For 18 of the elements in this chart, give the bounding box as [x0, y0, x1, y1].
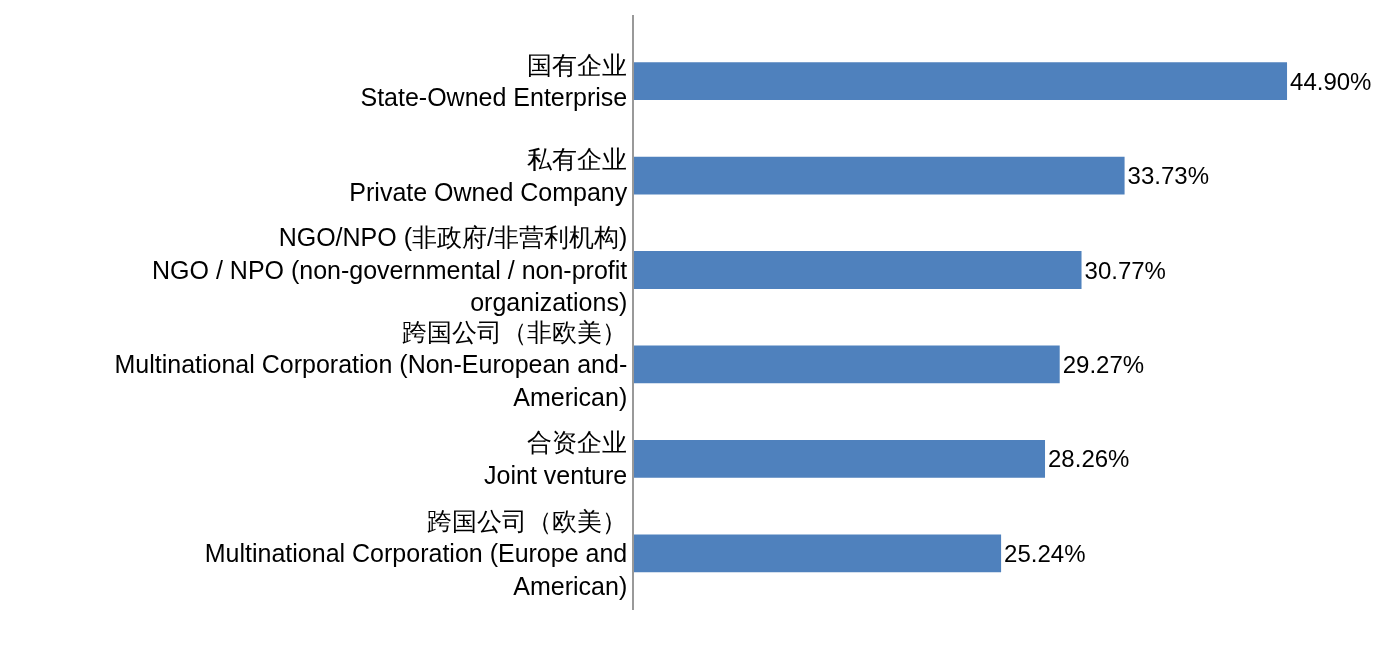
data-label: 44.90%	[1290, 67, 1372, 95]
bar	[634, 156, 1125, 195]
data-label: 25.24%	[1004, 539, 1086, 567]
data-label: 30.77%	[1084, 256, 1166, 284]
y-tick-label: 国有企业 State-Owned Enterprise	[360, 50, 628, 112]
bar	[634, 345, 1060, 384]
bar	[634, 534, 1002, 573]
y-tick-label: NGO/NPO (非政府/非营利机构) NGO / NPO (non-governmental / non-profit organizations)	[152, 223, 628, 317]
data-label: 29.27%	[1062, 350, 1145, 378]
y-tick-label: 跨国公司（非欧美） Multinational Corporation (Non-European and-American)	[114, 317, 628, 411]
y-tick-label: 私有企业 Private Owned Company	[349, 145, 628, 206]
bar	[634, 62, 1288, 100]
y-tick-label: 合资企业 Joint venture	[484, 428, 628, 489]
y-tick-label: 跨国公司（欧美） Multinational Corporation (Europe and American)	[204, 506, 628, 600]
bar	[634, 251, 1082, 289]
bar	[634, 440, 1046, 478]
data-label: 28.26%	[1048, 445, 1130, 473]
data-label: 33.73%	[1127, 162, 1209, 190]
